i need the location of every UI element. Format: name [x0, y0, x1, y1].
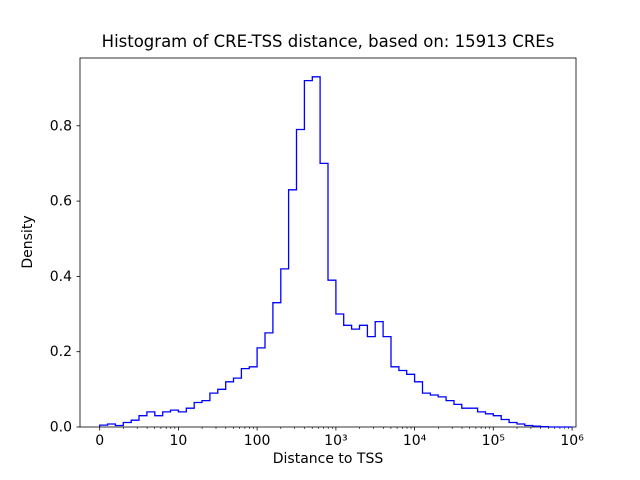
y-tick-label: 0.8	[50, 118, 72, 134]
x-axis-label: Distance to TSS	[273, 451, 384, 467]
x-tick-label: 10⁴	[403, 433, 427, 449]
x-tick-label: 10	[169, 433, 187, 449]
y-tick-label: 0.2	[50, 344, 72, 360]
y-tick-label: 0.6	[50, 194, 72, 210]
y-tick-label: 0.0	[50, 420, 72, 436]
chart-title: Histogram of CRE-TSS distance, based on:…	[102, 32, 555, 51]
x-tick-label: 10³	[324, 433, 347, 449]
axes-layer: 0 10 100 10³ 10⁴ 10⁵ 10⁶ 0.0 0.2 0.4 0.6 0.8	[50, 57, 584, 449]
x-tick-label: 10⁵	[482, 433, 505, 449]
x-tick-label: 0	[95, 433, 104, 449]
y-tick-label: 0.4	[50, 269, 72, 285]
histogram-step-line	[99, 76, 573, 428]
x-tick-label: 100	[244, 433, 271, 449]
x-tick-label: 10⁶	[560, 433, 584, 449]
y-axis-label: Density	[20, 215, 36, 268]
